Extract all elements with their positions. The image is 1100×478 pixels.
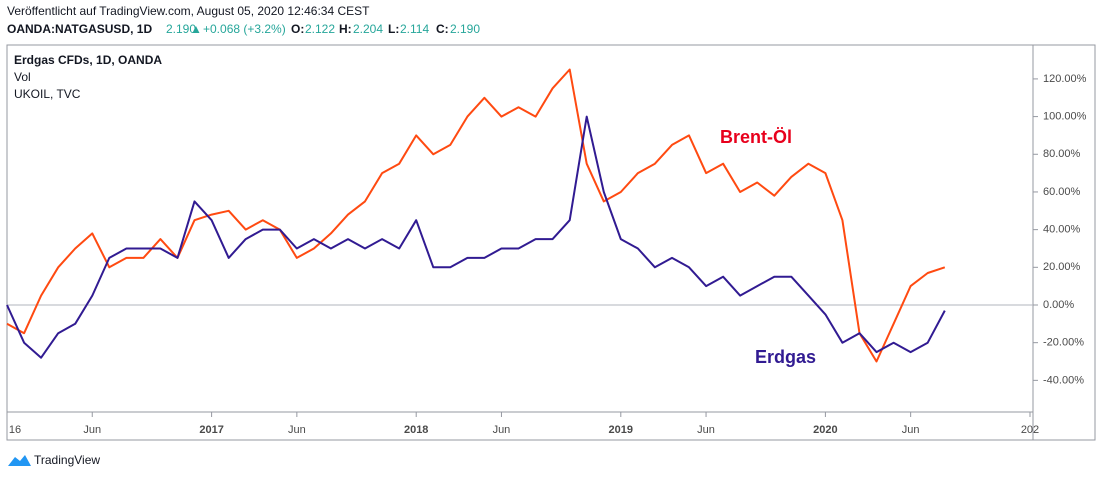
y-tick-label: -40.00%	[1043, 374, 1084, 386]
y-tick-label: 40.00%	[1043, 224, 1081, 236]
x-tick-label: 16	[9, 424, 21, 436]
logo: TradingView	[8, 453, 100, 467]
series-line	[6, 115, 946, 359]
logo-text: TradingView	[34, 453, 100, 467]
y-tick-label: 100.00%	[1043, 110, 1087, 122]
high: 2.204	[353, 22, 383, 36]
y-tick-label: 20.00%	[1043, 261, 1081, 273]
symbol-line: OANDA:NATGASUSD, 1D 2.190 ▲ +0.068 (+3.2…	[7, 22, 480, 36]
change: +0.068 (+3.2%)	[203, 22, 286, 36]
y-tick-label: -20.00%	[1043, 337, 1084, 349]
y-tick-label: 60.00%	[1043, 186, 1081, 198]
legend-item: Vol	[14, 70, 31, 84]
price: 2.190	[166, 22, 196, 36]
series-label: Brent-Öl	[720, 127, 792, 147]
series-label: Erdgas	[755, 347, 816, 367]
plot-frame	[6, 44, 1096, 441]
x-tick-label: Jun	[697, 424, 715, 436]
high-label: H:	[339, 22, 352, 36]
y-tick-label: 120.00%	[1043, 73, 1087, 85]
x-tick-label: Jun	[83, 424, 101, 436]
series-line	[6, 68, 946, 363]
published: Veröffentlicht auf TradingView.com, Augu…	[7, 4, 370, 18]
symbol: OANDA:NATGASUSD, 1D	[7, 22, 152, 36]
y-tick-label: 80.00%	[1043, 148, 1081, 160]
x-tick-label: Jun	[288, 424, 306, 436]
x-tick-label: 2019	[609, 424, 633, 436]
low: 2.114	[400, 22, 429, 36]
x-tick-label: Jun	[902, 424, 920, 436]
x-tick-label: 202	[1021, 424, 1039, 436]
low-label: L:	[388, 22, 399, 36]
arrow: ▲	[190, 22, 202, 36]
y-tick-label: 0.00%	[1043, 299, 1074, 311]
x-tick-label: 2018	[404, 424, 428, 436]
logo-icon	[8, 455, 31, 466]
x-tick-label: Jun	[493, 424, 511, 436]
open: 2.122	[305, 22, 335, 36]
close: 2.190	[450, 22, 480, 36]
legend-item: Erdgas CFDs, 1D, OANDA	[14, 53, 162, 67]
x-tick-label: 2017	[199, 424, 223, 436]
legend-item: UKOIL, TVC	[14, 87, 81, 101]
close-label: C:	[436, 22, 449, 36]
open-label: O:	[291, 22, 304, 36]
x-tick-label: 2020	[813, 424, 837, 436]
